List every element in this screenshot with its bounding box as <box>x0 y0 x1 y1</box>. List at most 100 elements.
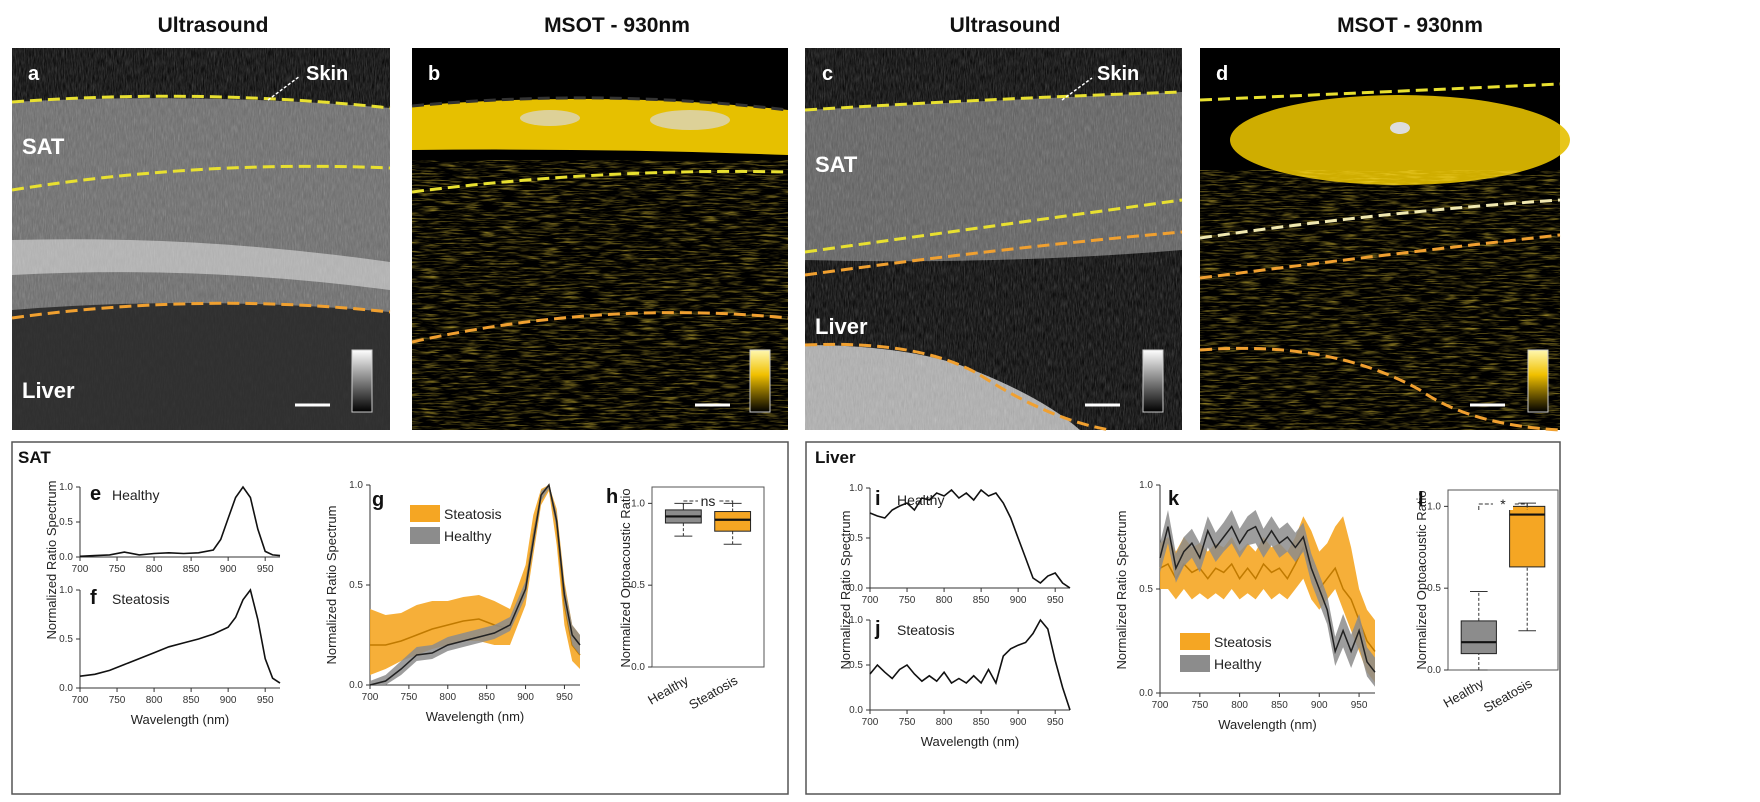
panel-letter-d: d <box>1216 63 1228 85</box>
y-axis-label: Normalized Ratio Spectrum <box>324 506 339 665</box>
liver-section-box <box>805 441 1561 795</box>
x-tick-label: 900 <box>1311 700 1328 711</box>
colorbar-gray-a <box>351 349 373 413</box>
label-sat-c: SAT <box>815 152 858 177</box>
legend-label-steatosis: Steatosis <box>1214 634 1272 650</box>
label-sat-a: SAT <box>22 134 65 159</box>
y-tick-label: 0.0 <box>349 680 363 691</box>
y-tick-label: 0.0 <box>59 683 73 694</box>
image-panel-a: a Skin SAT Liver <box>11 48 391 431</box>
image-panel-b: b <box>411 48 789 430</box>
category-label-steatosis: Steatosis <box>1481 675 1535 715</box>
x-tick-label: 950 <box>1047 717 1064 728</box>
panel-letter-j: j <box>874 618 881 640</box>
series-line <box>79 485 281 558</box>
category-label-steatosis: Steatosis <box>686 672 740 712</box>
y-tick-label: 0.5 <box>1427 583 1441 594</box>
colorbar-yellow-b <box>749 349 771 413</box>
chart-title-f: Steatosis <box>112 591 170 607</box>
box-steatosis <box>714 511 752 532</box>
x-tick-label: 800 <box>936 595 953 606</box>
y-tick-label: 0.5 <box>1139 584 1153 595</box>
mean-line-healthy <box>369 483 581 686</box>
y-tick-label: 1.0 <box>849 483 863 494</box>
x-tick-label: 950 <box>257 695 274 706</box>
panel-letter-e: e <box>90 483 101 505</box>
panel-letter-c: c <box>822 63 833 85</box>
category-label-healthy: Healthy <box>645 672 691 707</box>
y-tick-label: 0.5 <box>349 580 363 591</box>
image-panel-d: d <box>1199 48 1570 432</box>
label-liver-c: Liver <box>815 314 868 339</box>
panel-letter-g: g <box>372 489 384 511</box>
y-tick-label: 1.0 <box>349 480 363 491</box>
x-tick-label: 900 <box>220 564 237 575</box>
x-tick-label: 900 <box>1010 595 1027 606</box>
section-title-liver: Liver <box>815 448 856 467</box>
y-tick-label: 0.5 <box>849 533 863 544</box>
y-axis-label: Normalized Ratio Spectrum <box>838 511 853 670</box>
x-tick-label: 800 <box>146 564 163 575</box>
x-tick-label: 950 <box>257 564 274 575</box>
band-steatosis <box>370 485 580 675</box>
y-tick-label: 0.5 <box>631 580 645 591</box>
x-tick-label: 800 <box>439 692 456 703</box>
significance-bg <box>698 493 718 507</box>
x-tick-label: 750 <box>899 595 916 606</box>
x-tick-label: 800 <box>1231 700 1248 711</box>
x-axis-label: Wavelength (nm) <box>426 709 525 724</box>
title-msot-b: MSOT - 930nm <box>544 14 690 37</box>
chart-title-j: Steatosis <box>897 622 955 638</box>
y-tick-label: 0.5 <box>849 660 863 671</box>
x-tick-label: 850 <box>1271 700 1288 711</box>
y-tick-label: 0.0 <box>59 552 73 563</box>
band-healthy <box>1160 510 1375 687</box>
y-tick-label: 0.0 <box>1139 688 1153 699</box>
y-tick-label: 1.0 <box>1427 501 1441 512</box>
panel-letter-k: k <box>1168 488 1180 510</box>
series-line <box>869 488 1071 589</box>
y-tick-label: 0.0 <box>1427 665 1441 676</box>
y-tick-label: 1.0 <box>1139 480 1153 491</box>
panel-letter-f: f <box>90 587 97 609</box>
significance-bg <box>1493 496 1513 510</box>
legend-swatch-healthy <box>410 527 440 544</box>
x-axis-label: Wavelength (nm) <box>1218 717 1317 732</box>
x-tick-label: 950 <box>556 692 573 703</box>
chart-g: 700 750 800 850 900 950 0.0 0.5 1.0 Normalized Ra… <box>324 480 581 724</box>
x-tick-label: 850 <box>973 595 990 606</box>
y-tick-label: 1.0 <box>59 482 73 493</box>
x-tick-label: 950 <box>1047 595 1064 606</box>
box-steatosis <box>1509 505 1546 568</box>
x-tick-label: 850 <box>973 717 990 728</box>
x-tick-label: 700 <box>72 564 89 575</box>
legend-swatch-steatosis <box>1180 633 1210 650</box>
x-tick-label: 700 <box>862 717 879 728</box>
panel-letter-h: h <box>606 486 618 508</box>
title-msot-d: MSOT - 930nm <box>1337 14 1483 37</box>
colorbar-yellow-d <box>1527 349 1549 413</box>
x-tick-label: 750 <box>109 564 126 575</box>
chart-f: 700 750 800 850 900 950 0.0 0.5 1.0 Wavelength (n… <box>59 585 281 727</box>
x-tick-label: 750 <box>899 717 916 728</box>
panel-letter-l: l <box>1418 489 1424 511</box>
category-label-healthy: Healthy <box>1441 675 1487 710</box>
chart-title-e: Healthy <box>112 487 159 503</box>
x-tick-label: 700 <box>362 692 379 703</box>
y-tick-label: 0.0 <box>631 662 645 673</box>
label-skin-a: Skin <box>306 63 348 85</box>
chart-j: 700 750 800 850 900 950 0.0 0.5 1.0 Wavelength (n… <box>849 615 1071 749</box>
legend-label-healthy: Healthy <box>444 528 491 544</box>
legend-label-steatosis: Steatosis <box>444 506 502 522</box>
y-tick-label: 1.0 <box>849 615 863 626</box>
y-tick-label: 0.0 <box>849 705 863 716</box>
box-healthy <box>1460 620 1497 655</box>
y-tick-label: 1.0 <box>631 498 645 509</box>
sat-section-box <box>11 441 789 795</box>
panel-letter-i: i <box>875 488 881 510</box>
plot-frame <box>1447 489 1559 671</box>
